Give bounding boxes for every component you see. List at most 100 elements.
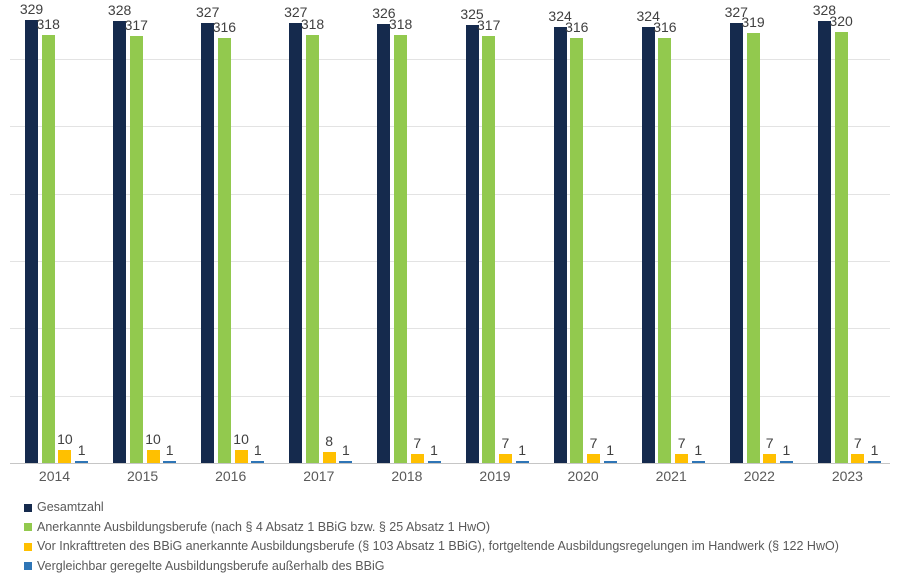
legend-item: Gesamtzahl [24,500,839,515]
bar [41,34,55,463]
category-label: 2019 [479,468,511,484]
bar [553,26,567,463]
legend-swatch-icon [24,562,32,571]
category-label: 2017 [303,468,335,484]
data-label: 317 [124,17,148,34]
data-label: 1 [77,442,86,459]
data-label: 326 [372,5,396,22]
data-label: 328 [107,2,132,19]
data-label: 318 [388,15,413,32]
bar [641,26,655,463]
data-label: 318 [36,15,60,32]
bar [675,453,689,463]
data-label: 1 [430,442,438,459]
bar [306,34,319,463]
legend-label: Anerkannte Ausbildungsberufe (nach § 4 A… [37,519,491,534]
gridline [10,59,890,61]
data-label: 327 [724,3,748,20]
bar [75,461,89,463]
bar [146,449,160,463]
gridline [10,193,890,195]
bar [377,24,391,463]
category-label: 2022 [743,468,775,484]
data-label: 324 [548,7,572,24]
gridline [10,328,890,330]
bar [25,20,38,463]
data-label: 7 [413,434,422,451]
bar [498,453,512,463]
legend-swatch-icon [24,542,32,551]
legend-label: Gesamtzahl [37,500,104,514]
data-label: 8 [325,433,334,450]
data-label: 317 [477,17,501,34]
bar [834,32,848,463]
data-label: 1 [870,442,879,459]
bar [603,461,617,463]
data-label: 1 [606,442,615,459]
bar [217,37,231,463]
bar [427,461,441,463]
legend-item: Vergleichbar geregelte Ausbildungsberufe… [24,559,839,574]
legend-swatch-icon [24,523,32,532]
bar [482,36,496,463]
data-label: 1 [341,442,350,459]
bar [868,461,881,463]
data-label: 324 [636,7,660,24]
data-label: 7 [501,434,510,451]
x-axis-line [10,463,890,464]
category-label: 2023 [831,468,863,484]
gridline [10,395,890,397]
data-label: 10 [233,430,249,447]
data-label: 318 [300,15,325,32]
bar [201,22,215,463]
bar [163,461,177,463]
data-label: 7 [853,434,862,451]
data-label: 328 [812,2,837,19]
category-label: 2020 [567,468,599,484]
bar [763,453,777,463]
bar [851,453,865,463]
legend-label: Vergleichbar geregelte Ausbildungsberufe… [37,558,385,573]
bar [234,449,248,463]
data-label: 7 [589,434,598,451]
bar [658,37,672,463]
bar [746,33,760,463]
bar [322,452,336,463]
data-label: 316 [565,18,589,35]
data-label: 319 [741,14,765,31]
data-label: 327 [284,3,308,20]
legend-item: Anerkannte Ausbildungsberufe (nach § 4 A… [24,520,839,535]
data-label: 1 [782,442,791,459]
data-label: 320 [829,13,853,30]
bar [779,461,793,463]
bar [289,22,303,463]
data-label: 316 [212,18,237,35]
category-label: 2014 [38,468,71,484]
bar [570,37,584,463]
bar [691,461,705,463]
data-label: 325 [460,6,484,23]
bar [394,34,408,463]
gridline [10,261,890,263]
data-label: 327 [196,3,220,20]
category-label: 2015 [127,468,159,484]
data-label: 316 [653,18,677,35]
category-label: 2016 [215,468,247,484]
bar [465,25,479,463]
bar [58,449,72,463]
legend-item: Vor Inkrafttreten des BBiG anerkannte Au… [24,539,839,554]
data-label: 1 [165,442,174,459]
bar [339,461,353,463]
bar [729,22,743,463]
data-label: 1 [694,442,703,459]
data-label: 329 [19,1,44,17]
data-label: 10 [145,430,161,447]
data-label: 1 [253,442,262,459]
data-label: 1 [518,442,526,459]
bar [410,453,424,463]
category-label: 2018 [391,468,423,484]
bar [113,21,127,463]
category-label: 2021 [655,468,687,484]
bar [817,21,831,463]
